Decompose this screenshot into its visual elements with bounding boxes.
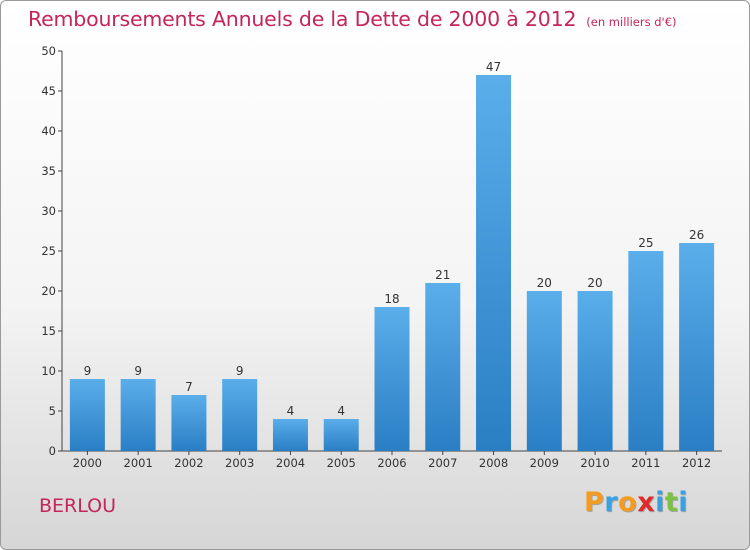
logo-letter: i xyxy=(655,487,665,518)
x-tick-label: 2007 xyxy=(428,456,457,470)
logo-letter: r xyxy=(604,487,619,518)
chart-title-text: Remboursements Annuels de la Dette de 20… xyxy=(28,7,577,31)
data-label: 21 xyxy=(435,268,450,282)
x-tick-label: 2003 xyxy=(225,456,254,470)
x-tick-label: 2010 xyxy=(580,456,609,470)
y-tick-label: 20 xyxy=(41,284,56,298)
x-tick-label: 2012 xyxy=(682,456,711,470)
chart-subtitle: (en milliers d'€) xyxy=(586,15,677,29)
y-tick-label: 15 xyxy=(41,324,56,338)
data-label: 4 xyxy=(287,404,295,418)
data-label: 18 xyxy=(384,292,399,306)
data-label: 9 xyxy=(84,364,92,378)
bar xyxy=(628,251,664,451)
data-label: 20 xyxy=(587,276,602,290)
bar xyxy=(679,243,715,451)
bar xyxy=(374,307,410,451)
logo-letter: o xyxy=(618,487,638,518)
bar xyxy=(272,419,308,451)
y-tick-label: 45 xyxy=(41,84,56,98)
x-tick-label: 2008 xyxy=(479,456,508,470)
logo-letter: P xyxy=(584,487,605,518)
data-label: 47 xyxy=(486,60,501,74)
x-tick-label: 2006 xyxy=(377,456,406,470)
data-label: 7 xyxy=(185,380,193,394)
data-label: 9 xyxy=(134,364,142,378)
chart-title: Remboursements Annuels de la Dette de 20… xyxy=(28,7,677,31)
data-label: 20 xyxy=(537,276,552,290)
bar xyxy=(526,291,562,451)
logo-letter: i xyxy=(678,487,689,518)
x-tick-label: 2005 xyxy=(327,456,356,470)
city-name: BERLOU xyxy=(39,495,117,517)
logo-letter: x xyxy=(637,487,656,518)
bar xyxy=(425,283,461,451)
plot-area: 0 5 10 15 20 25 30 35 40 45 50 9 2000 9 2001 7 2002 9 2003… xyxy=(41,44,722,470)
bar xyxy=(69,379,105,451)
bar xyxy=(577,291,613,451)
y-tick-label: 25 xyxy=(41,244,56,258)
x-tick-label: 2011 xyxy=(631,456,660,470)
x-tick-label: 2002 xyxy=(174,456,203,470)
logo-letter: t xyxy=(664,487,679,518)
y-tick-label: 5 xyxy=(49,404,56,418)
data-label: 25 xyxy=(638,236,653,250)
x-tick-label: 2009 xyxy=(530,456,559,470)
y-tick-label: 40 xyxy=(41,124,56,138)
data-label: 26 xyxy=(689,228,704,242)
y-tick-label: 35 xyxy=(41,164,56,178)
bar xyxy=(323,419,359,451)
y-tick-label: 50 xyxy=(41,44,56,58)
data-label: 4 xyxy=(337,404,345,418)
y-tick-label: 10 xyxy=(41,364,56,378)
bar xyxy=(171,395,207,451)
bar xyxy=(222,379,258,451)
data-label: 9 xyxy=(236,364,244,378)
y-tick-label: 30 xyxy=(41,204,56,218)
proxiti-logo: Proxiti xyxy=(584,487,688,518)
bar xyxy=(120,379,156,451)
x-tick-label: 2001 xyxy=(124,456,153,470)
y-tick-label: 0 xyxy=(49,444,56,458)
x-tick-label: 2004 xyxy=(276,456,305,470)
bar xyxy=(476,75,512,451)
x-tick-label: 2000 xyxy=(73,456,102,470)
